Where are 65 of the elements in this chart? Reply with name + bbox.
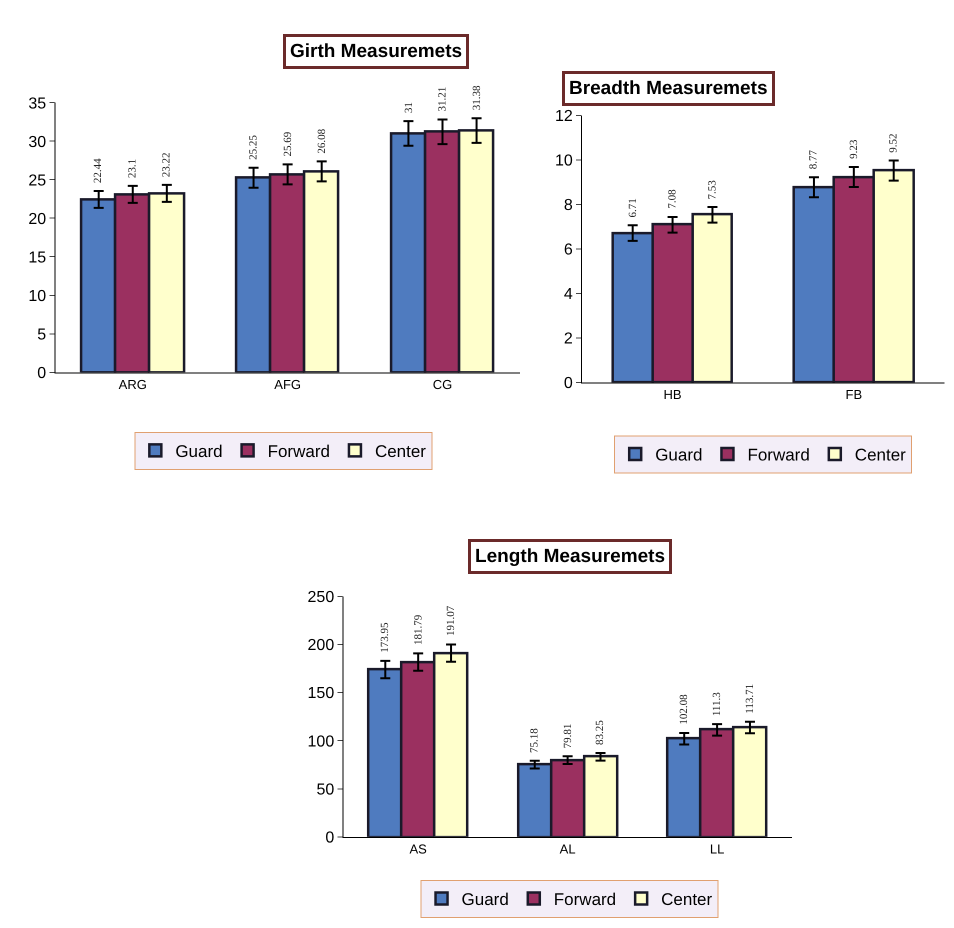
y-tick-label: 10 [554, 152, 573, 170]
data-label: 25.25 [247, 134, 260, 160]
y-tick-label: 150 [308, 685, 334, 702]
y-tick-label: 12 [554, 108, 573, 126]
legend-label: Guard [655, 446, 702, 465]
legend-label: Guard [462, 890, 509, 910]
legend-label: Center [854, 446, 906, 465]
x-tick-label: AFG [274, 376, 301, 392]
legend-label: Forward [747, 446, 810, 465]
y-tick-label: 4 [564, 286, 573, 303]
data-label: 6.71 [626, 198, 639, 218]
x-tick-label: LL [710, 842, 724, 857]
chart-title: Length Measuremets [475, 546, 666, 567]
data-label: 111.3 [711, 692, 724, 716]
data-label: 26.08 [316, 128, 328, 154]
y-tick-label: 0 [564, 374, 573, 392]
x-tick-label: CG [432, 376, 452, 392]
legend-label: Center [374, 442, 426, 461]
legend-label: Guard [175, 442, 223, 461]
x-tick-label: ARG [118, 376, 147, 392]
x-tick-label: HB [664, 386, 682, 402]
chart-title: Breadth Measuremets [569, 78, 768, 99]
legend-label: Center [661, 890, 713, 910]
data-label: 23.1 [126, 158, 138, 178]
x-tick-label: AL [560, 842, 576, 857]
data-label: 9.23 [848, 139, 860, 159]
y-tick-label: 100 [308, 733, 334, 750]
y-tick-label: 50 [316, 781, 334, 798]
data-label: 113.71 [744, 684, 756, 714]
data-label: 23.22 [160, 152, 172, 178]
y-tick-label: 250 [308, 589, 334, 606]
y-tick-label: 6 [564, 241, 573, 258]
x-tick-label: FB [846, 386, 862, 402]
legend-label: Forward [268, 442, 330, 461]
data-label: 173.95 [378, 622, 391, 653]
data-label: 31.21 [436, 86, 448, 112]
y-tick-label: 8 [564, 196, 573, 214]
y-tick-label: 0 [325, 830, 334, 847]
data-label: 7.53 [706, 180, 718, 200]
y-tick-label: 30 [28, 134, 46, 151]
data-label: 9.52 [888, 134, 900, 153]
y-tick-label: 20 [28, 210, 46, 228]
data-label: 79.81 [562, 724, 574, 748]
y-tick-label: 0 [37, 364, 46, 382]
legend-label: Forward [554, 890, 616, 910]
y-tick-label: 5 [37, 326, 46, 344]
data-label: 31 [402, 102, 415, 114]
data-label: 22.44 [92, 158, 104, 184]
y-tick-label: 10 [28, 288, 46, 305]
y-tick-label: 35 [28, 95, 46, 112]
data-label: 191.07 [445, 605, 458, 636]
y-tick-label: 15 [28, 249, 46, 266]
y-tick-label: 200 [308, 637, 334, 654]
y-tick-label: 2 [564, 330, 573, 348]
data-label: 31.38 [470, 85, 483, 110]
chart-title: Girth Measuremets [290, 41, 462, 62]
data-label: 102.08 [678, 694, 690, 725]
data-label: 181.79 [412, 614, 424, 646]
y-tick-label: 25 [28, 172, 46, 190]
data-label: 8.77 [808, 149, 820, 170]
data-label: 25.69 [282, 131, 294, 156]
x-tick-label: AS [410, 842, 428, 857]
data-label: 75.18 [528, 728, 541, 753]
data-label: 7.08 [666, 188, 679, 209]
data-label: 83.25 [594, 720, 606, 745]
